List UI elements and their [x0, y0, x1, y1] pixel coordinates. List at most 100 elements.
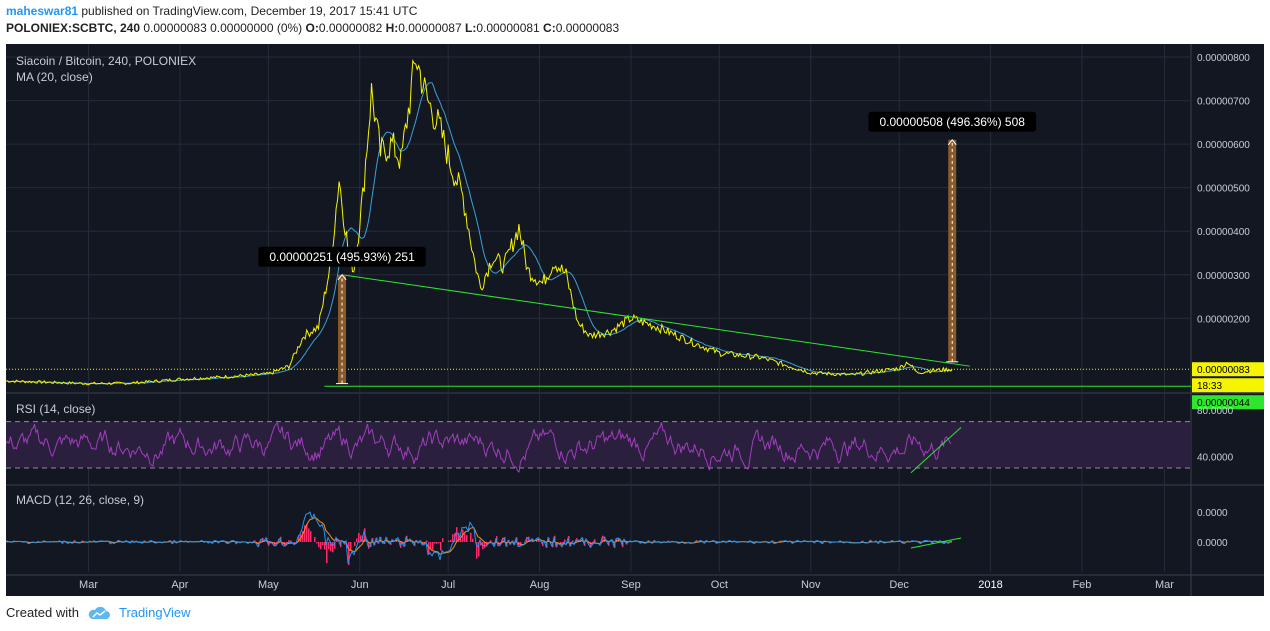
macd-histogram-bar: [486, 542, 488, 547]
macd-histogram-bar: [326, 542, 328, 564]
macd-histogram-bar: [622, 542, 624, 548]
macd-histogram-bar: [314, 537, 316, 542]
rsi-tick-label: 80.0000: [1197, 406, 1234, 417]
price-line: [6, 58, 953, 386]
macd-histogram-bar: [604, 536, 606, 542]
macd-histogram-bar: [466, 535, 468, 542]
macd-line: [6, 511, 953, 564]
open-label: O:: [305, 21, 319, 35]
macd-histogram-bar: [578, 539, 580, 542]
macd-histogram-bar: [508, 539, 510, 542]
y-tick-label: 0.00000400: [1197, 227, 1250, 238]
measure-label-box: [868, 111, 1037, 132]
tradingview-cloud-icon: [88, 606, 110, 619]
macd-histogram-bar: [320, 542, 322, 550]
macd-histogram-bar: [442, 538, 444, 542]
macd-histogram-bar: [480, 542, 482, 546]
y-tick-label: 0.00000600: [1197, 140, 1250, 151]
macd-histogram-bar: [602, 535, 604, 542]
macd-histogram-bar: [332, 542, 334, 553]
macd-histogram-bar: [328, 542, 330, 550]
rsi-label: RSI (14, close): [16, 402, 96, 416]
x-tick-label: Nov: [801, 579, 821, 591]
macd-histogram-bar: [286, 542, 288, 545]
macd-histogram-bar: [354, 542, 356, 546]
macd-histogram-bar: [568, 535, 570, 542]
macd-histogram-bar: [436, 542, 438, 544]
macd-histogram-bar: [538, 539, 540, 542]
macd-histogram-bar: [396, 539, 398, 542]
x-tick-label: Dec: [889, 579, 909, 591]
macd-histogram-bar: [340, 542, 342, 548]
author-link[interactable]: maheswar81: [6, 4, 79, 18]
support-badge: 0.00000044: [1197, 398, 1250, 409]
rsi-band: [6, 421, 1191, 469]
macd-histogram-bar: [318, 542, 320, 548]
macd-histogram-bar: [560, 542, 562, 544]
macd-histogram-bar: [432, 542, 434, 550]
macd-histogram-bar: [428, 542, 430, 555]
macd-histogram-bar: [518, 542, 520, 547]
macd-histogram-bar: [356, 538, 358, 542]
price-badge: 0.00000083: [1197, 365, 1250, 376]
x-tick-label: Aug: [530, 579, 550, 591]
macd-histogram-bar: [472, 538, 474, 542]
x-tick-label: Jul: [441, 579, 455, 591]
chart-panel[interactable]: Mar Apr May Jun Jul Aug Sep Oct Nov Dec 2018 Feb Mar…: [6, 44, 1264, 596]
macd-histogram-bar: [426, 540, 428, 542]
macd-histogram-bar: [590, 542, 592, 548]
macd-histogram-bar: [490, 540, 492, 542]
chart-svg[interactable]: Mar Apr May Jun Jul Aug Sep Oct Nov Dec 2018 Feb Mar…: [6, 44, 1264, 596]
macd-histogram-bar: [324, 542, 326, 550]
quote-line: POLONIEX:SCBTC, 240 0.00000083 0.0000000…: [6, 20, 619, 37]
macd-histogram-bar: [308, 528, 310, 542]
time-badge: 18:33: [1197, 381, 1222, 392]
measure-arrowhead: [947, 138, 957, 146]
y-tick-label: 0.00000700: [1197, 97, 1250, 108]
measure-label: 0.00000508 (496.36%) 508: [880, 115, 1026, 129]
y-tick-label: 0.00000500: [1197, 184, 1250, 195]
x-tick-label: Mar: [79, 579, 98, 591]
low-label: L:: [464, 21, 477, 35]
x-tick-label: May: [258, 579, 279, 591]
measure-label-box: [258, 246, 426, 267]
tradingview-link[interactable]: TradingView: [118, 605, 191, 620]
footer: Created with TradingView: [6, 605, 191, 620]
macd-histogram-bar: [456, 527, 458, 542]
high-value: 0.00000087: [398, 21, 465, 35]
macd-histogram-bar: [476, 542, 478, 559]
macd-histogram-bar: [584, 542, 586, 546]
macd-histogram-bar: [298, 535, 300, 542]
macd-histogram-bar: [608, 542, 610, 546]
macd-histogram-bar: [572, 540, 574, 542]
macd-histogram-bar: [460, 539, 462, 542]
macd-trendline: [910, 537, 962, 549]
macd-histogram-bar: [564, 539, 566, 542]
macd-histogram-bar: [448, 540, 450, 542]
y-tick-label: 0.00000200: [1197, 314, 1250, 325]
macd-histogram-bar: [378, 542, 380, 544]
macd-histogram-bar: [484, 542, 486, 549]
macd-histogram-bar: [462, 529, 464, 542]
x-tick-label: Oct: [711, 579, 728, 591]
macd-histogram-bar: [368, 542, 370, 549]
close-label: C:: [543, 21, 556, 35]
x-tick-label: Mar: [1155, 579, 1174, 591]
x-tick-label: Apr: [171, 579, 188, 591]
macd-histogram-bar: [316, 542, 318, 544]
macd-histogram-bar: [350, 542, 352, 551]
macd-histogram-bar: [464, 533, 466, 542]
measure-arrowhead: [337, 273, 347, 281]
macd-histogram-bar: [862, 540, 864, 542]
macd-histogram-bar: [430, 542, 432, 549]
macd-histogram-bar: [384, 542, 386, 545]
published-text: published on TradingView.com, December 1…: [78, 4, 418, 18]
macd-histogram-bar: [458, 532, 460, 542]
macd-histogram-bar: [334, 542, 336, 549]
time-badge-box: [1192, 378, 1264, 393]
macd-histogram-bar: [294, 542, 296, 544]
measure-bar: [948, 139, 957, 362]
price-badge-box: [1192, 362, 1264, 377]
macd-histogram-bar: [452, 534, 454, 542]
macd-histogram-bar: [288, 540, 290, 542]
